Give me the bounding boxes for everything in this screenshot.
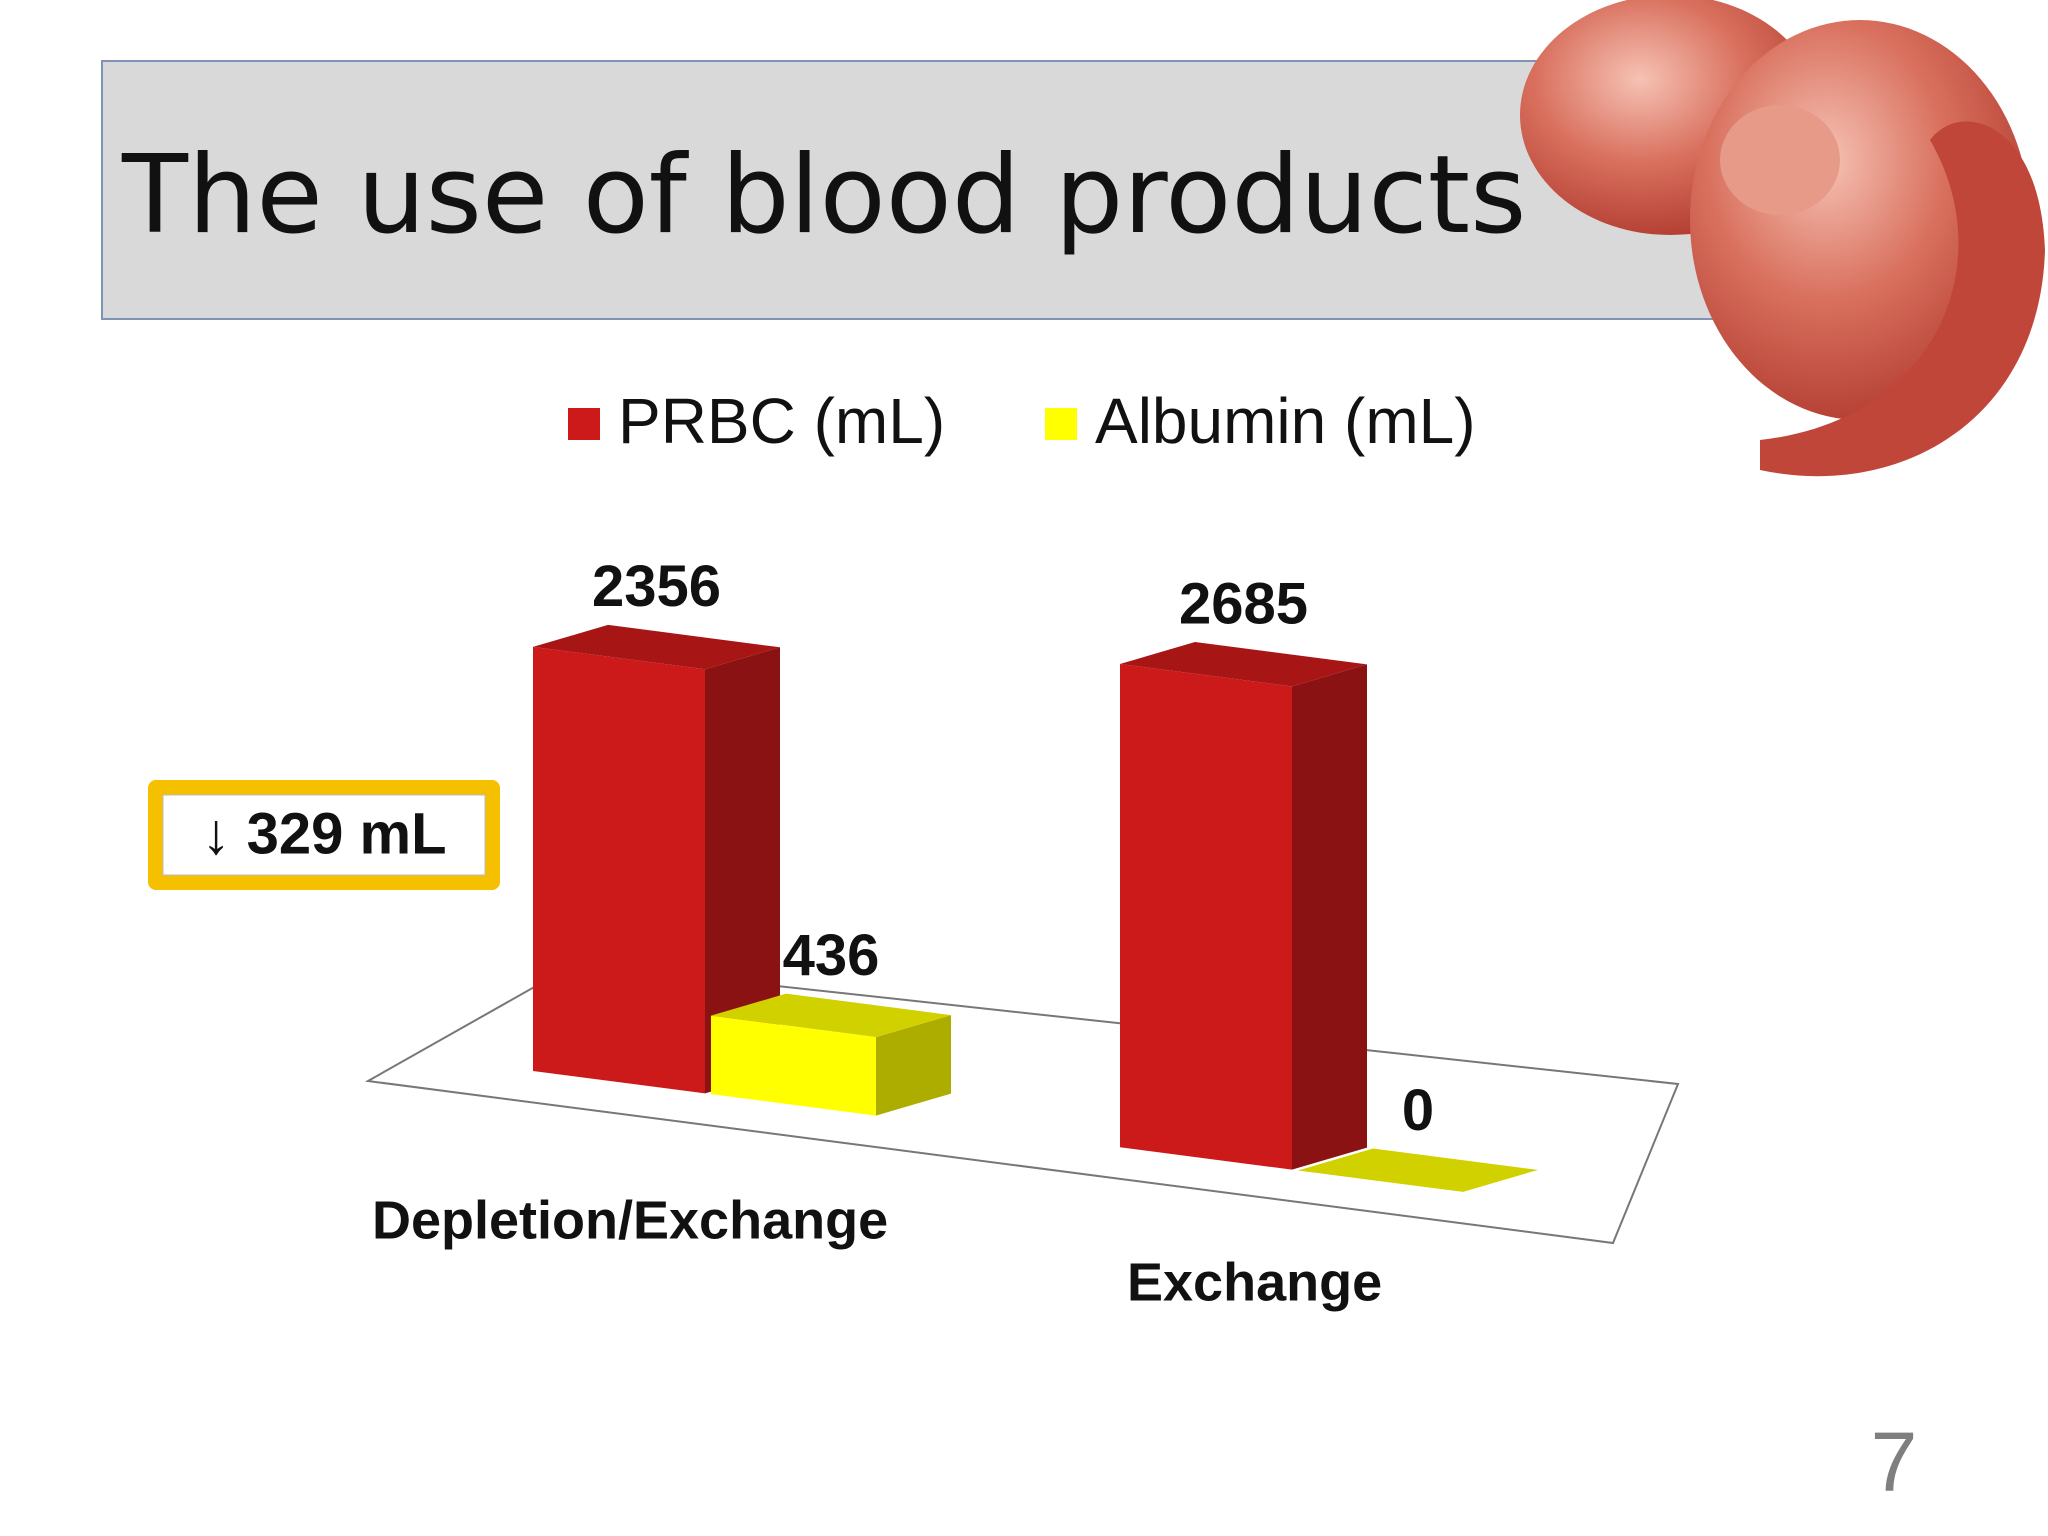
annotation-box: ↓ 329 mL bbox=[148, 780, 500, 890]
legend-label: PRBC (mL) bbox=[618, 385, 945, 457]
bar bbox=[1120, 664, 1292, 1170]
bar-side bbox=[705, 647, 780, 1094]
data-label: 0 bbox=[1402, 1078, 1434, 1143]
x-tick-label: Exchange bbox=[1127, 1252, 1382, 1312]
annotation: ↓ 329 mL bbox=[202, 801, 447, 866]
bar-top bbox=[711, 993, 951, 1038]
legend-swatch bbox=[1045, 408, 1077, 440]
bar bbox=[533, 646, 705, 1094]
legend-label: Albumin (mL) bbox=[1095, 385, 1476, 457]
page-number: 7 bbox=[1871, 1415, 1918, 1509]
data-label: 2356 bbox=[592, 554, 721, 619]
bar-top bbox=[1298, 1148, 1538, 1192]
title-box bbox=[101, 60, 1763, 320]
bar-top bbox=[533, 624, 780, 670]
x-tick-label: Depletion/Exchange bbox=[372, 1190, 888, 1250]
bar-top bbox=[1120, 642, 1367, 687]
bar-side bbox=[1292, 664, 1367, 1170]
data-label: 436 bbox=[783, 923, 880, 988]
legend-swatch bbox=[568, 408, 600, 440]
chart-title: The use of blood products bbox=[121, 133, 1526, 258]
data-label: 2685 bbox=[1179, 571, 1308, 636]
bar-side bbox=[876, 1015, 951, 1116]
blood-cell-illustration bbox=[1520, 0, 2045, 477]
bar bbox=[711, 1015, 876, 1116]
